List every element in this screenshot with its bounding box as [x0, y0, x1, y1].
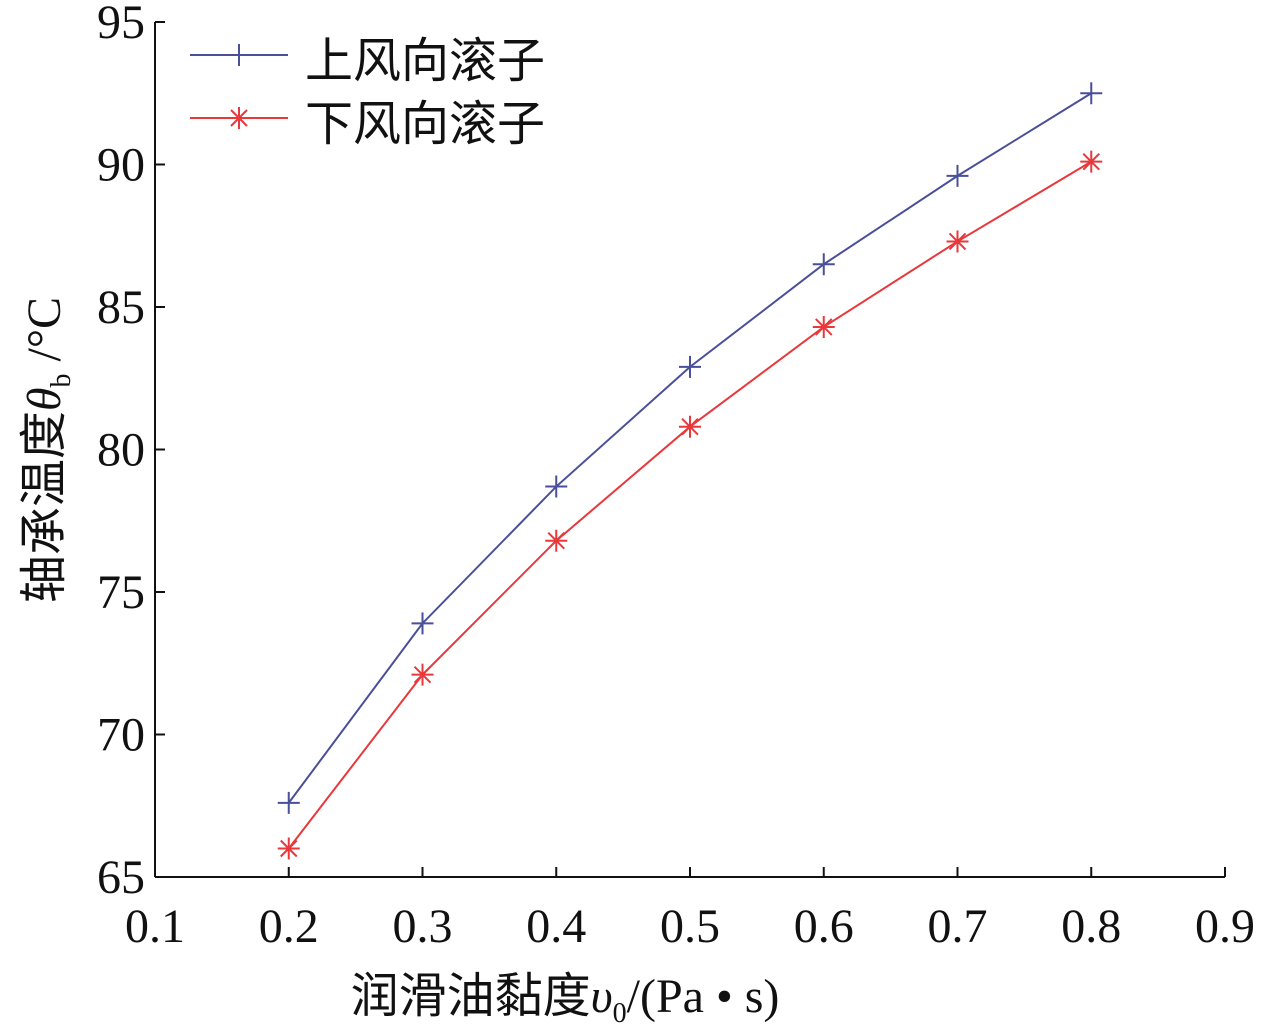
- x-tick-label: 0.7: [928, 900, 988, 953]
- x-tick-label: 0.3: [393, 900, 453, 953]
- marker: [545, 475, 568, 498]
- y-tick-label: 70: [97, 709, 145, 762]
- legend-label: 下风向滚子: [305, 98, 545, 151]
- x-tick-label: 0.6: [794, 900, 854, 953]
- marker: [1080, 150, 1103, 173]
- y-label-symbol: θ: [18, 387, 71, 411]
- x-axis-label: 润滑油黏度υ0/(Pa • s): [351, 970, 780, 1029]
- y-tick-label: 80: [97, 424, 145, 477]
- y-tick-label: 95: [97, 0, 145, 49]
- marker: [679, 415, 701, 438]
- y-label-subscript: b: [46, 373, 77, 387]
- marker: [812, 315, 835, 338]
- y-label-main: 轴承温度: [18, 411, 71, 603]
- x-tick-label: 0.1: [125, 900, 185, 953]
- x-tick-label: 0.5: [660, 900, 720, 953]
- marker: [679, 355, 701, 378]
- series-line: [287, 92, 1092, 804]
- marker: [946, 164, 969, 187]
- marker: [228, 107, 250, 129]
- y-axis-label: 轴承温度θb /°C: [18, 297, 77, 603]
- x-label-main: 润滑油黏度: [351, 970, 591, 1023]
- x-label-unit: /(Pa • s): [627, 970, 780, 1023]
- y-tick-label: 90: [97, 139, 145, 192]
- marker: [277, 791, 300, 814]
- x-label-subscript: 0: [613, 998, 627, 1029]
- series-line: [287, 160, 1092, 850]
- marker: [1080, 82, 1103, 105]
- x-tick-label: 0.2: [259, 900, 319, 953]
- marker: [411, 612, 434, 635]
- marker: [411, 663, 434, 686]
- y-tick-label: 75: [97, 566, 145, 619]
- x-tick-label: 0.8: [1061, 900, 1121, 953]
- x-tick-label: 0.9: [1195, 900, 1255, 953]
- legend-label: 上风向滚子: [305, 35, 545, 88]
- x-tick-label: 0.4: [526, 900, 586, 953]
- y-tick-label: 85: [97, 281, 145, 334]
- y-label-unit: /°C: [18, 297, 71, 374]
- y-tick-label: 65: [97, 851, 145, 904]
- x-label-symbol: υ: [591, 970, 613, 1023]
- marker: [545, 529, 568, 552]
- marker: [946, 230, 969, 253]
- marker: [812, 253, 835, 276]
- marker: [228, 44, 250, 66]
- marker: [277, 837, 300, 860]
